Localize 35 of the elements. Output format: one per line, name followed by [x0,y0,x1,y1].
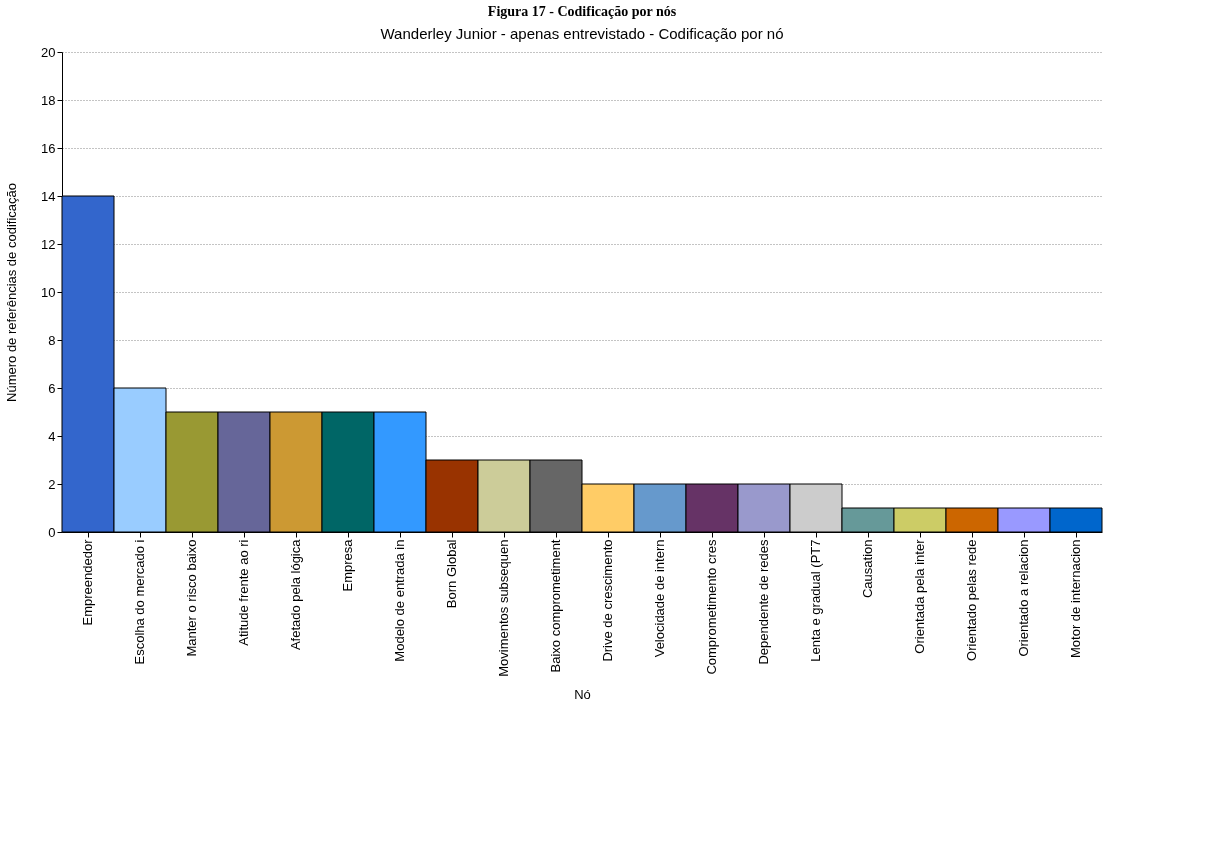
x-tick-label: Born Global [444,539,459,609]
y-tick-label: 18 [41,92,56,108]
x-tick-label: Lenta e gradual (PT7 [808,539,823,662]
y-tick-label: 0 [48,524,56,540]
x-tick-label: Modelo de entrada in [392,539,407,662]
x-tick-label: Movimentos subsequen [496,539,511,677]
x-tick-label: Empreendedor [80,538,95,626]
x-axis-title: Nó [574,686,591,702]
x-tick-label: Atitude frente ao ri [236,539,251,646]
x-tick-label: Drive de crescimento [600,539,615,662]
x-tick-label: Comprometimento cres [704,539,719,675]
y-axis-title: Número de referências de codificação [4,183,20,402]
y-tick-label: 4 [48,428,56,444]
y-tick-label: 2 [48,476,56,492]
x-tick-label: Orientado a relacion [1016,539,1031,657]
y-tick-label: 8 [48,332,56,348]
x-tick-label: Escolha do mercado i [132,539,147,665]
x-tick-label: Dependente de redes [756,539,771,665]
y-tick-label: 20 [41,44,56,60]
text: Figura 17 - Codificação por nós [487,4,677,19]
y-tick-label: 6 [48,380,56,396]
x-tick-label: Orientado pelas rede [964,539,979,661]
x-tick-label: Afetado pela lógica [288,538,303,651]
x-tick-label: Velocidade de intern [652,539,667,658]
x-tick-label: Empresa [340,538,355,592]
x-tick-label: Manter o risco baixo [184,539,199,657]
x-tick-label: Baixo comprometiment [548,539,563,673]
y-tick-label: 10 [41,284,56,300]
x-tick-label: Causation [860,539,875,599]
y-tick-label: 12 [41,236,56,252]
y-tick-label: 14 [41,188,56,204]
chart-title: Wanderley Junior - apenas entrevistado - Codificação por nó [380,25,784,42]
y-tick-label: 16 [41,140,56,156]
x-tick-label: Orientada pela inter [912,538,927,654]
x-tick-label: Motor de internacion [1068,539,1083,659]
